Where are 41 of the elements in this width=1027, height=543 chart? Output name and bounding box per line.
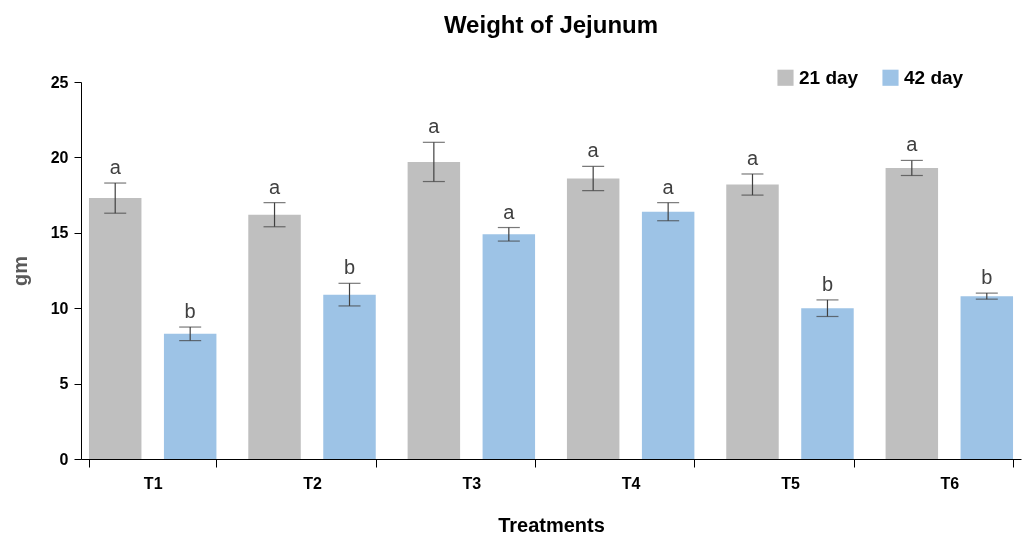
- y-tick-label: 15: [50, 224, 69, 242]
- bar: [88, 198, 142, 459]
- x-tick-label: T5: [781, 474, 800, 492]
- legend-label: 21 day: [799, 66, 859, 88]
- bar: [960, 296, 1014, 459]
- data-label: a: [746, 146, 759, 169]
- data-label: a: [503, 200, 516, 223]
- bar: [407, 161, 461, 459]
- data-label: a: [587, 139, 600, 162]
- data-label: a: [906, 133, 919, 156]
- bar: [885, 167, 939, 459]
- x-axis-title: Treatments: [498, 513, 605, 536]
- bar: [248, 214, 301, 459]
- x-tick-label: T6: [940, 474, 960, 492]
- chart-title: Weight of Jejunum: [443, 11, 659, 38]
- bar: [566, 178, 620, 459]
- data-label: a: [428, 115, 441, 138]
- data-label: b: [184, 300, 196, 323]
- data-label: a: [109, 156, 122, 179]
- y-tick-label: 0: [59, 450, 69, 468]
- bar: [323, 294, 376, 459]
- bar: [726, 184, 779, 459]
- y-axis-title: gm: [8, 256, 31, 286]
- x-tick-label: T2: [303, 474, 322, 492]
- bar: [801, 308, 854, 459]
- bar: [482, 234, 536, 459]
- y-tick-label: 10: [50, 299, 69, 317]
- x-tick-label: T3: [462, 474, 482, 492]
- x-tick-label: T1: [143, 474, 163, 492]
- data-label: a: [662, 175, 675, 198]
- legend-label: 42 day: [904, 66, 964, 88]
- y-tick-label: 5: [59, 375, 69, 393]
- y-tick-label: 25: [50, 73, 69, 91]
- bar: [641, 211, 695, 459]
- bar: [163, 333, 217, 459]
- data-label: a: [268, 175, 281, 198]
- data-label: b: [821, 272, 834, 295]
- x-tick-label: T4: [621, 474, 641, 492]
- data-label: b: [981, 266, 993, 289]
- y-tick-label: 20: [50, 148, 69, 166]
- data-label: b: [343, 256, 356, 279]
